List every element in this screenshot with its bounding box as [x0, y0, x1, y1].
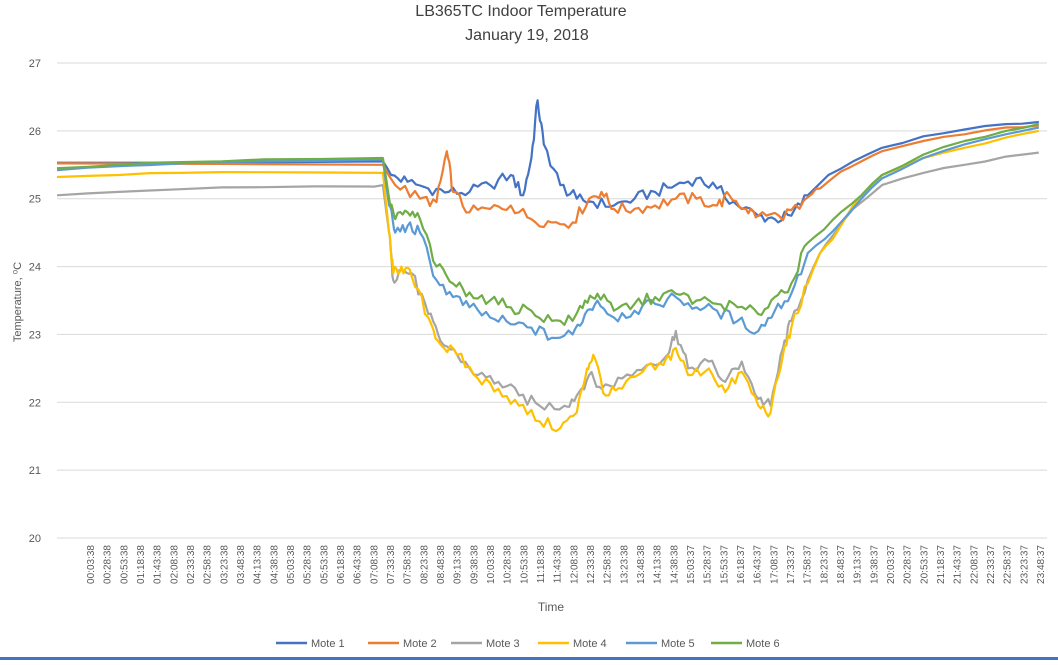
series-line-2 — [56, 124, 1039, 229]
x-tick-label: 10:28:38 — [503, 545, 514, 584]
x-tick-label: 13:48:38 — [636, 545, 647, 584]
x-tick-label: 00:28:38 — [103, 545, 114, 584]
x-tick-label: 06:18:38 — [336, 545, 347, 584]
y-tick-label: 25 — [29, 194, 41, 206]
x-tick-label: 12:58:38 — [603, 545, 614, 584]
x-tick-label: 09:38:38 — [469, 545, 480, 584]
series-lines — [56, 99, 1040, 433]
legend: Mote 1 Mote 2 Mote 3 Mote 4 Mote 5 Mote 6 — [276, 638, 780, 650]
x-tick-label: 15:28:37 — [703, 545, 714, 584]
series-line-3 — [56, 151, 1039, 411]
x-tick-label: 03:23:38 — [219, 545, 230, 584]
y-tick-label: 21 — [29, 465, 41, 477]
x-tick-label: 06:43:38 — [353, 545, 364, 584]
legend-label: Mote 5 — [661, 638, 695, 650]
x-tick-label: 16:18:37 — [736, 545, 747, 584]
x-tick-label: 10:53:38 — [519, 545, 530, 584]
x-tick-label: 12:33:38 — [586, 545, 597, 584]
x-tick-label: 19:38:37 — [869, 545, 880, 584]
x-tick-label: 02:33:38 — [186, 545, 197, 584]
x-tick-label: 21:18:37 — [936, 545, 947, 584]
x-tick-label: 05:53:38 — [319, 545, 330, 584]
x-tick-label: 00:53:38 — [119, 545, 130, 584]
bottom-border — [0, 657, 1058, 660]
x-tick-label: 08:23:38 — [419, 545, 430, 584]
x-tick-label: 07:58:38 — [403, 545, 414, 584]
x-tick-label: 11:43:38 — [553, 545, 564, 584]
legend-label: Mote 4 — [573, 638, 607, 650]
series-line-4 — [56, 129, 1040, 433]
legend-label: Mote 6 — [746, 638, 780, 650]
x-tick-label: 18:23:37 — [819, 545, 830, 584]
x-tick-label: 16:43:37 — [753, 545, 764, 584]
x-tick-label: 14:38:38 — [669, 545, 680, 584]
x-tick-label: 19:13:37 — [853, 545, 864, 584]
y-axis-label: Temperature, ⁰C — [12, 262, 24, 342]
x-tick-label: 20:28:37 — [903, 545, 914, 584]
x-tick-label: 09:13:38 — [453, 545, 464, 584]
y-axis-ticks: 20 21 22 23 24 25 26 27 — [29, 58, 41, 545]
legend-label: Mote 3 — [486, 638, 520, 650]
x-tick-label: 22:33:37 — [986, 545, 997, 584]
x-tick-label: 22:08:37 — [969, 545, 980, 584]
x-axis-label: Time — [538, 600, 565, 614]
x-tick-label: 15:53:37 — [719, 545, 730, 584]
x-tick-label: 21:43:37 — [953, 545, 964, 584]
x-tick-label: 17:33:37 — [786, 545, 797, 584]
x-tick-label: 01:43:38 — [153, 545, 164, 584]
x-tick-label: 04:13:38 — [253, 545, 264, 584]
gridlines — [57, 62, 1047, 539]
x-tick-label: 02:58:38 — [203, 545, 214, 584]
x-tick-label: 23:48:37 — [1036, 545, 1047, 584]
x-tick-label: 11:18:38 — [536, 545, 547, 584]
y-tick-label: 23 — [29, 329, 41, 341]
x-tick-label: 13:23:38 — [619, 545, 630, 584]
y-tick-label: 20 — [29, 533, 41, 545]
x-tick-label: 12:08:38 — [569, 545, 580, 584]
x-tick-label: 20:53:37 — [919, 545, 930, 584]
y-tick-label: 27 — [29, 58, 41, 70]
series-line-1 — [57, 99, 1039, 224]
legend-label: Mote 1 — [311, 638, 345, 650]
y-tick-label: 22 — [29, 397, 41, 409]
series-line-5 — [56, 126, 1040, 341]
chart-title: LB365TC Indoor Temperature — [415, 3, 626, 20]
x-tick-label: 07:08:38 — [369, 545, 380, 584]
x-tick-label: 15:03:37 — [686, 545, 697, 584]
x-tick-label: 23:23:37 — [1019, 545, 1030, 584]
x-tick-label: 17:08:37 — [769, 545, 780, 584]
x-tick-label: 20:03:37 — [886, 545, 897, 584]
x-tick-label: 02:08:38 — [169, 545, 180, 584]
x-tick-label: 00:03:38 — [86, 545, 97, 584]
x-axis-ticks: 00:03:38 00:28:38 00:53:38 01:18:38 01:43:38… — [86, 545, 1047, 584]
series-line-6 — [56, 123, 1040, 326]
x-tick-label: 05:28:38 — [303, 545, 314, 584]
x-tick-label: 22:58:37 — [1003, 545, 1014, 584]
x-tick-label: 14:13:38 — [653, 545, 664, 584]
x-tick-label: 08:48:38 — [436, 545, 447, 584]
y-tick-label: 24 — [29, 262, 41, 274]
x-tick-label: 05:03:38 — [286, 545, 297, 584]
y-tick-label: 26 — [29, 126, 41, 138]
legend-label: Mote 2 — [403, 638, 437, 650]
x-tick-label: 10:03:38 — [486, 545, 497, 584]
x-tick-label: 18:48:37 — [836, 545, 847, 584]
x-tick-label: 07:33:38 — [386, 545, 397, 584]
x-tick-label: 03:48:38 — [236, 545, 247, 584]
x-tick-label: 17:58:37 — [803, 545, 814, 584]
x-tick-label: 04:38:38 — [269, 545, 280, 584]
chart-subtitle: January 19, 2018 — [465, 27, 589, 44]
x-tick-label: 01:18:38 — [136, 545, 147, 584]
